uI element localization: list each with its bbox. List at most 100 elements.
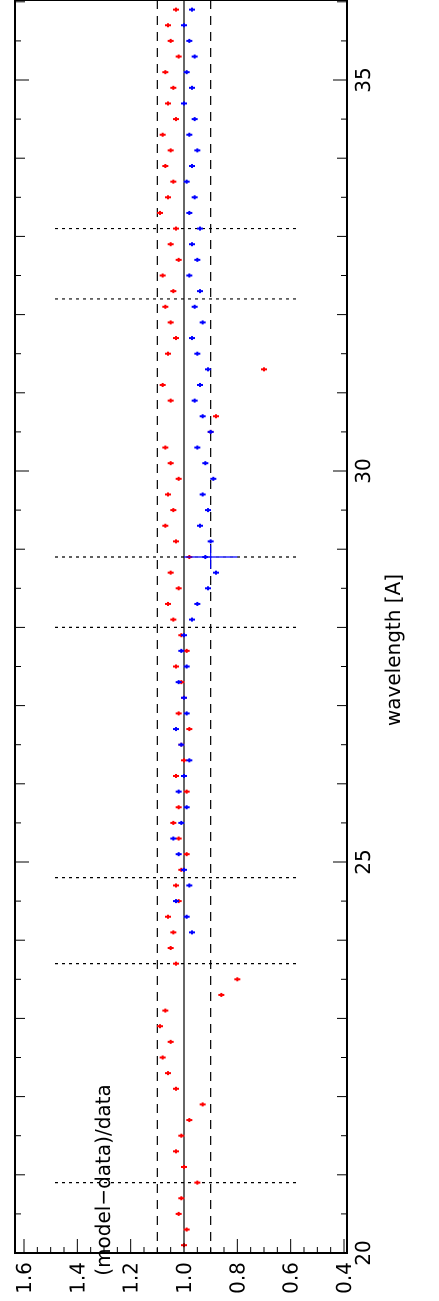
- red-data-point: [170, 179, 177, 184]
- blue-data-point: [183, 664, 190, 669]
- blue-data-point: [173, 727, 179, 732]
- blue-data-point: [175, 789, 182, 794]
- red-data-point: [175, 711, 182, 716]
- blue-data-point: [205, 586, 211, 591]
- red-data-point: [162, 445, 169, 450]
- red-data-point: [199, 1102, 206, 1107]
- red-data-point: [167, 320, 174, 325]
- red-data-point: [173, 226, 179, 231]
- blue-data-point: [213, 570, 219, 575]
- blue-data-point: [197, 226, 203, 231]
- blue-data-point: [191, 304, 198, 309]
- red-data-point: [178, 1196, 185, 1201]
- blue-data-point: [181, 633, 187, 638]
- red-data-point: [162, 1008, 169, 1013]
- x-axis-label: wavelength [A]: [381, 574, 405, 726]
- red-data-point: [162, 304, 169, 309]
- red-data-point: [170, 617, 177, 622]
- red-data-point: [181, 758, 187, 763]
- red-data-point: [175, 257, 182, 262]
- blue-data-point: [181, 773, 187, 778]
- red-data-point: [175, 586, 182, 591]
- blue-data-point: [175, 680, 182, 685]
- blue-data-point: [183, 711, 190, 716]
- y-tick-label: 1.6: [12, 1262, 36, 1294]
- blue-data-point: [191, 54, 198, 59]
- red-data-point: [162, 523, 169, 528]
- x-tick-label: 35: [351, 67, 375, 92]
- y-tick-label: 1.4: [65, 1262, 89, 1294]
- red-data-point: [213, 414, 219, 419]
- red-data-point: [167, 148, 174, 153]
- y-tick-label: 1.2: [119, 1262, 143, 1294]
- blue-data-point: [189, 336, 195, 341]
- red-data-point: [167, 461, 174, 466]
- red-data-point: [186, 727, 193, 732]
- blue-data-point: [197, 289, 203, 294]
- blue-data-point: [202, 461, 209, 466]
- blue-data-point: [178, 820, 185, 825]
- red-data-point: [165, 1071, 171, 1076]
- blue-data-point: [189, 617, 195, 622]
- blue-data-point: [191, 398, 198, 403]
- red-data-point: [173, 7, 179, 12]
- plot-frame: [14, 0, 348, 1254]
- red-data-point: [165, 23, 171, 28]
- y-tick-label: 1.0: [172, 1262, 196, 1294]
- y-tick-label: 0.4: [332, 1262, 356, 1294]
- blue-data-point: [189, 164, 195, 169]
- red-data-point: [170, 289, 177, 294]
- blue-data-point: [186, 883, 193, 888]
- red-data-point: [173, 539, 179, 544]
- blue-data-point: [175, 852, 182, 857]
- red-data-point: [165, 351, 171, 356]
- red-data-point: [175, 1211, 182, 1216]
- red-data-point: [170, 508, 177, 513]
- red-data-point: [175, 836, 182, 841]
- blue-data-point: [170, 836, 177, 841]
- blue-data-point: [194, 257, 201, 262]
- blue-data-point: [186, 38, 193, 43]
- blue-data-point: [183, 805, 190, 810]
- red-data-point: [167, 398, 174, 403]
- blue-data-point: [191, 117, 198, 122]
- red-data-point: [170, 85, 177, 90]
- red-data-point: [218, 992, 225, 997]
- red-data-point: [170, 820, 177, 825]
- blue-data-point: [183, 914, 190, 919]
- red-data-point: [157, 210, 163, 215]
- blue-data-point: [205, 367, 211, 372]
- blue-data-point: [183, 70, 190, 75]
- blue-data-point: [181, 23, 187, 28]
- red-data-point: [165, 101, 171, 106]
- red-data-point: [167, 242, 174, 247]
- red-data-point: [175, 54, 182, 59]
- red-data-point: [183, 648, 190, 653]
- red-data-point: [175, 476, 182, 481]
- red-data-point: [159, 273, 166, 278]
- x-tick-label: 20: [351, 1240, 375, 1265]
- red-data-point: [165, 914, 171, 919]
- red-data-point: [183, 789, 190, 794]
- blue-data-point: [199, 492, 206, 497]
- red-data-point: [261, 367, 267, 372]
- red-data-point: [167, 946, 174, 951]
- x-tick-label: 30: [351, 458, 375, 483]
- blue-data-point: [189, 7, 195, 12]
- blue-data-point: [183, 179, 190, 184]
- red-data-point: [194, 1180, 201, 1185]
- blue-data-point: [186, 132, 193, 137]
- blue-data-point: [194, 351, 201, 356]
- red-data-point: [175, 805, 182, 810]
- blue-data-point: [189, 242, 195, 247]
- blue-data-point: [178, 648, 185, 653]
- red-data-point: [173, 336, 179, 341]
- red-data-point: [167, 38, 174, 43]
- red-data-point: [167, 570, 174, 575]
- red-data-point: [183, 1227, 190, 1232]
- y-tick-label: 0.8: [225, 1262, 249, 1294]
- red-data-point: [162, 70, 169, 75]
- red-data-point: [183, 852, 190, 857]
- red-data-point: [167, 1039, 174, 1044]
